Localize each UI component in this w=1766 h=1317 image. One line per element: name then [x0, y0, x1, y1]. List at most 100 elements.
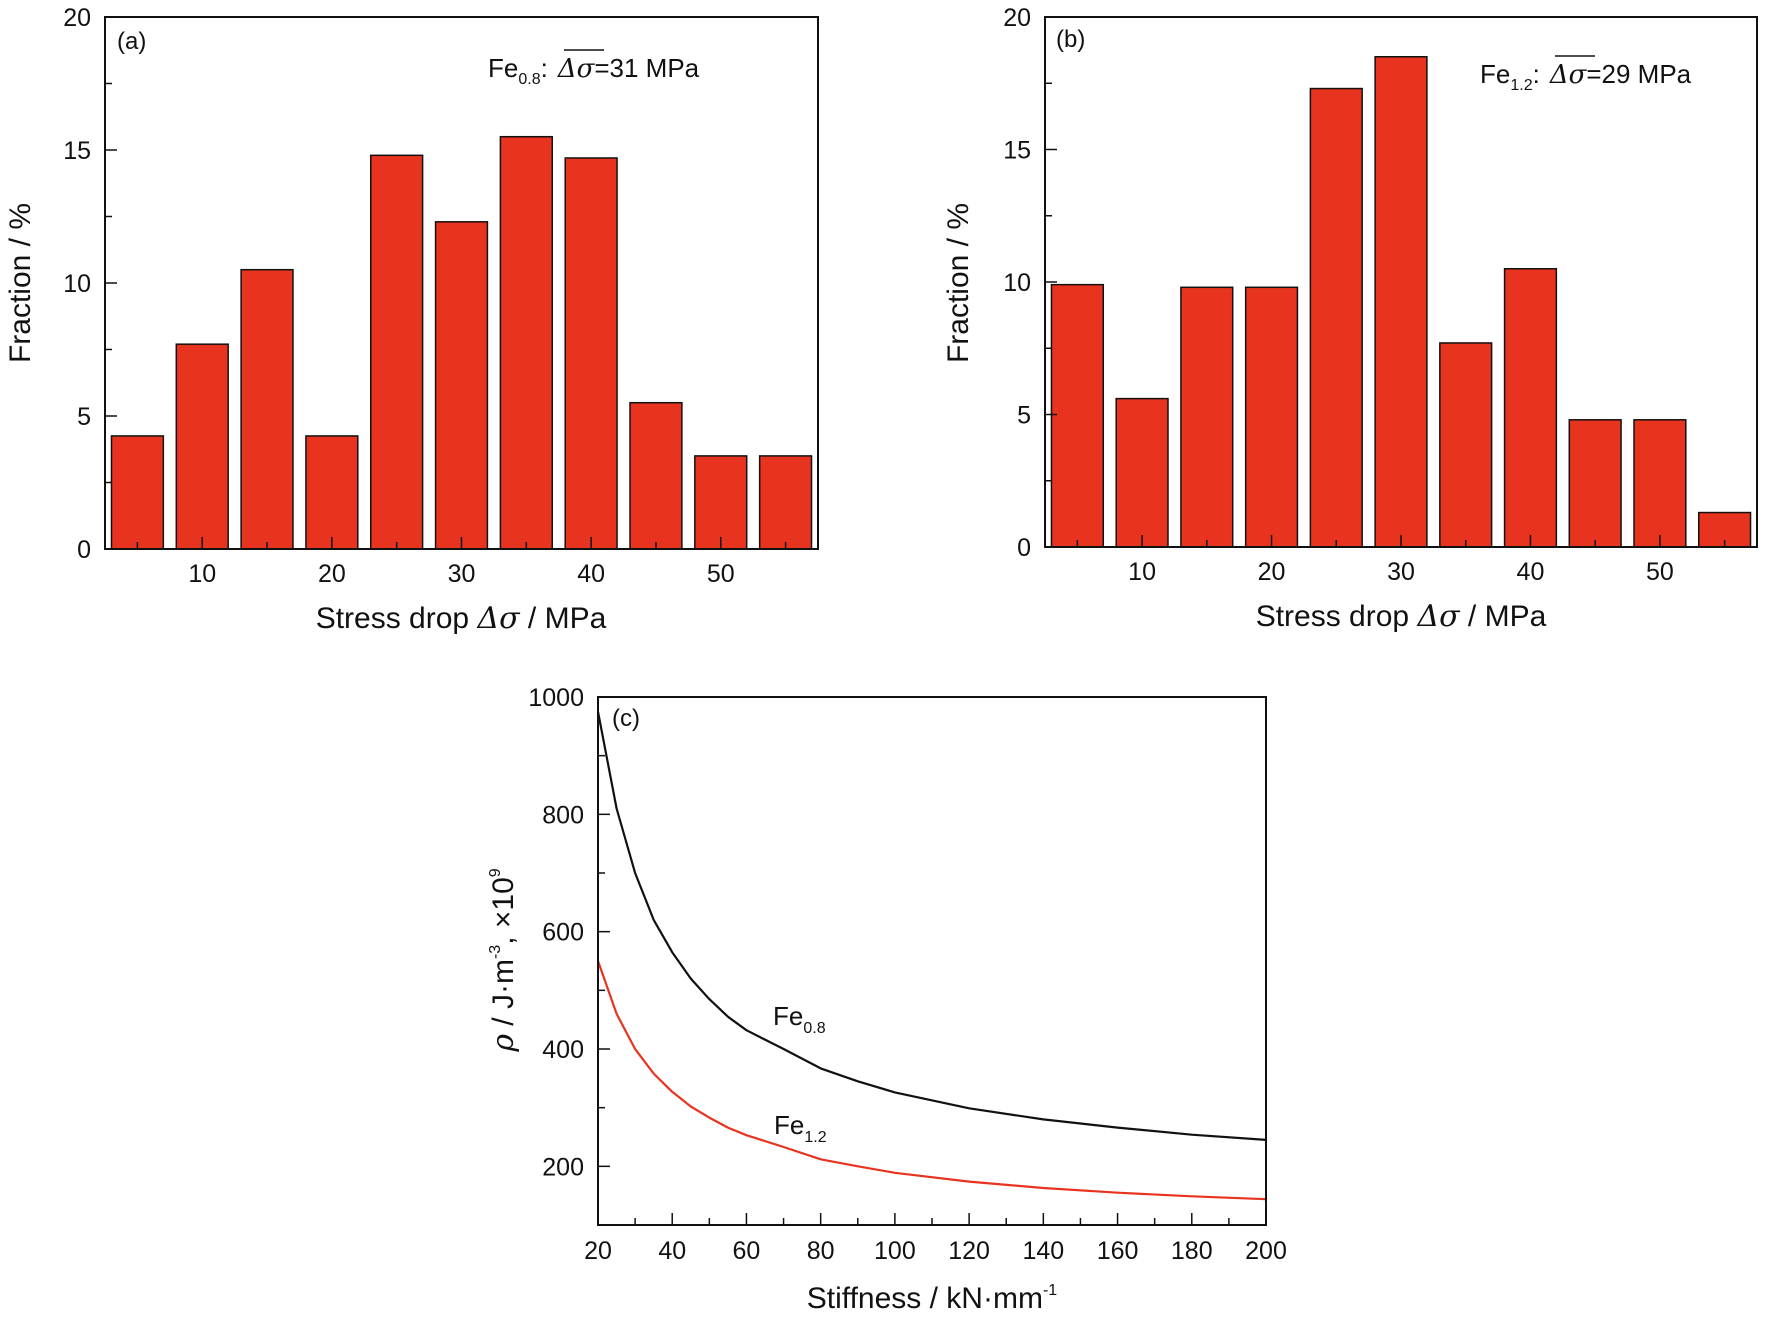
x-axis-label-b-suffix: / MPa — [1460, 600, 1547, 633]
annotation-a-colon: : — [541, 53, 548, 83]
bar-b-20 — [1244, 286, 1299, 548]
bar-a-45 — [629, 401, 683, 550]
x-tick-label-c-80: 80 — [807, 1237, 835, 1265]
bar-b-15 — [1180, 286, 1234, 548]
y-tick-label-a-20: 20 — [63, 4, 91, 32]
bar-a-55 — [758, 455, 813, 550]
annotation-b-value: =29 MPa — [1586, 59, 1691, 89]
axis-ticks-c: 20 40 60 80 100 120 140 160 180 200 200 400 600 800 10… — [528, 684, 1286, 1265]
series-label-fe12-base: Fe — [774, 1110, 804, 1140]
y-tick-label-c-200: 200 — [542, 1153, 584, 1181]
x-tick-label-c-40: 40 — [658, 1237, 686, 1265]
y-tick-label-a-15: 15 — [63, 137, 91, 165]
y-axis-label-b: Fraction / % — [942, 203, 975, 363]
bar-a-40 — [564, 157, 618, 550]
bars-b — [1050, 56, 1752, 548]
bar-b-50 — [1633, 419, 1687, 548]
y-tick-label-a-0: 0 — [77, 536, 91, 564]
x-tick-label-a-50: 50 — [707, 560, 735, 588]
y-tick-label-c-1000: 1000 — [528, 684, 584, 712]
annotation-b-base: Fe — [1480, 59, 1510, 89]
series-lines-c — [596, 711, 1267, 1201]
series-line-Fe0.8 — [596, 711, 1267, 1141]
plot-frame-c — [597, 696, 1267, 1226]
annotation-b-colon: : — [1533, 59, 1540, 89]
axis-ticks-b: 10 20 30 40 50 0 5 10 15 20 — [1003, 4, 1726, 586]
x-axis-label-b-prefix: Stress drop — [1256, 600, 1418, 633]
axis-ticks-a: 10 20 30 40 50 0 5 10 15 20 — [63, 4, 787, 588]
bar-a-20 — [305, 435, 359, 550]
y-tick-label-c-600: 600 — [542, 919, 584, 947]
y-tick-label-c-800: 800 — [542, 801, 584, 829]
panel-c: 20 40 60 80 100 120 140 160 180 200 200 400 600 800 10… — [486, 684, 1287, 1315]
x-axis-label-a-suffix: / MPa — [520, 602, 607, 635]
y-axis-label-c-sup: -3 — [487, 945, 504, 959]
y-tick-label-b-20: 20 — [1003, 4, 1031, 32]
bar-a-10 — [175, 343, 229, 550]
y-axis-label-c-mid: / J·m — [487, 959, 520, 1034]
panel-label-b: (b) — [1056, 26, 1085, 53]
bars-a — [110, 135, 813, 550]
x-tick-label-a-10: 10 — [188, 560, 216, 588]
annotation-b-symbol: Δσ — [1549, 60, 1588, 90]
bar-b-10 — [1115, 397, 1169, 548]
y-tick-label-b-5: 5 — [1017, 402, 1031, 430]
y-axis-label-c: ρ / J·m-3, ×109 — [486, 868, 521, 1052]
series-label-fe12-sub: 1.2 — [804, 1129, 826, 1146]
x-tick-label-b-40: 40 — [1517, 558, 1545, 586]
panel-label-c: (c) — [612, 705, 640, 732]
y-tick-label-b-0: 0 — [1017, 534, 1031, 562]
series-label-fe08-base: Fe — [773, 1001, 803, 1031]
x-tick-label-b-10: 10 — [1128, 558, 1156, 586]
x-tick-label-c-180: 180 — [1171, 1237, 1213, 1265]
bar-a-25 — [370, 154, 424, 550]
annotation-a: Fe0.8: Δσ=31 MPa — [488, 53, 700, 88]
bar-a-50 — [694, 455, 748, 550]
bar-a-30 — [434, 221, 489, 550]
annotation-a-symbol: Δσ — [557, 54, 596, 84]
x-axis-label-b-symbol: Δσ — [1416, 599, 1461, 634]
x-tick-label-b-30: 30 — [1387, 558, 1415, 586]
annotation-a-value: =31 MPa — [594, 53, 699, 83]
y-axis-label-c-sup2: 9 — [487, 868, 504, 877]
x-tick-label-c-60: 60 — [733, 1237, 761, 1265]
x-tick-label-a-40: 40 — [577, 560, 605, 588]
bar-b-5 — [1050, 283, 1105, 548]
x-tick-label-b-50: 50 — [1646, 558, 1674, 586]
x-tick-label-c-120: 120 — [948, 1237, 990, 1265]
y-tick-label-a-10: 10 — [63, 270, 91, 298]
x-axis-label-a: Stress drop Δσ / MPa — [316, 601, 607, 636]
x-axis-label-c-text: Stiffness / kN·mm — [807, 1282, 1043, 1315]
bar-b-40 — [1503, 268, 1558, 548]
y-axis-label-c-symbol: ρ — [486, 1034, 521, 1053]
bar-b-30 — [1374, 56, 1428, 548]
y-tick-label-b-10: 10 — [1003, 269, 1031, 297]
x-axis-label-c: Stiffness / kN·mm-1 — [807, 1282, 1057, 1315]
x-tick-label-c-140: 140 — [1022, 1237, 1064, 1265]
y-tick-label-b-15: 15 — [1003, 137, 1031, 165]
x-tick-label-a-30: 30 — [448, 560, 476, 588]
annotation-a-base: Fe — [488, 53, 518, 83]
annotation-b: Fe1.2: Δσ=29 MPa — [1480, 59, 1692, 94]
annotation-a-sub: 0.8 — [518, 71, 540, 88]
x-axis-label-c-sup: -1 — [1043, 1282, 1057, 1299]
bar-a-15 — [240, 268, 294, 550]
series-label-fe08: Fe0.8 — [773, 1001, 826, 1037]
bar-b-25 — [1309, 87, 1363, 548]
bar-a-35 — [499, 135, 553, 550]
x-tick-label-c-20: 20 — [584, 1237, 612, 1265]
x-axis-label-a-symbol: Δσ — [476, 601, 521, 636]
bar-a-5 — [110, 435, 165, 550]
y-axis-label-a: Fraction / % — [4, 203, 37, 363]
x-axis-label-a-prefix: Stress drop — [316, 602, 478, 635]
x-tick-label-c-100: 100 — [874, 1237, 916, 1265]
x-tick-label-c-200: 200 — [1245, 1237, 1287, 1265]
panel-label-a: (a) — [117, 28, 146, 55]
x-axis-label-b: Stress drop Δσ / MPa — [1256, 599, 1547, 634]
y-axis-label-c-tail: , ×10 — [487, 877, 520, 945]
y-tick-label-c-400: 400 — [542, 1036, 584, 1064]
bar-b-35 — [1439, 342, 1493, 548]
